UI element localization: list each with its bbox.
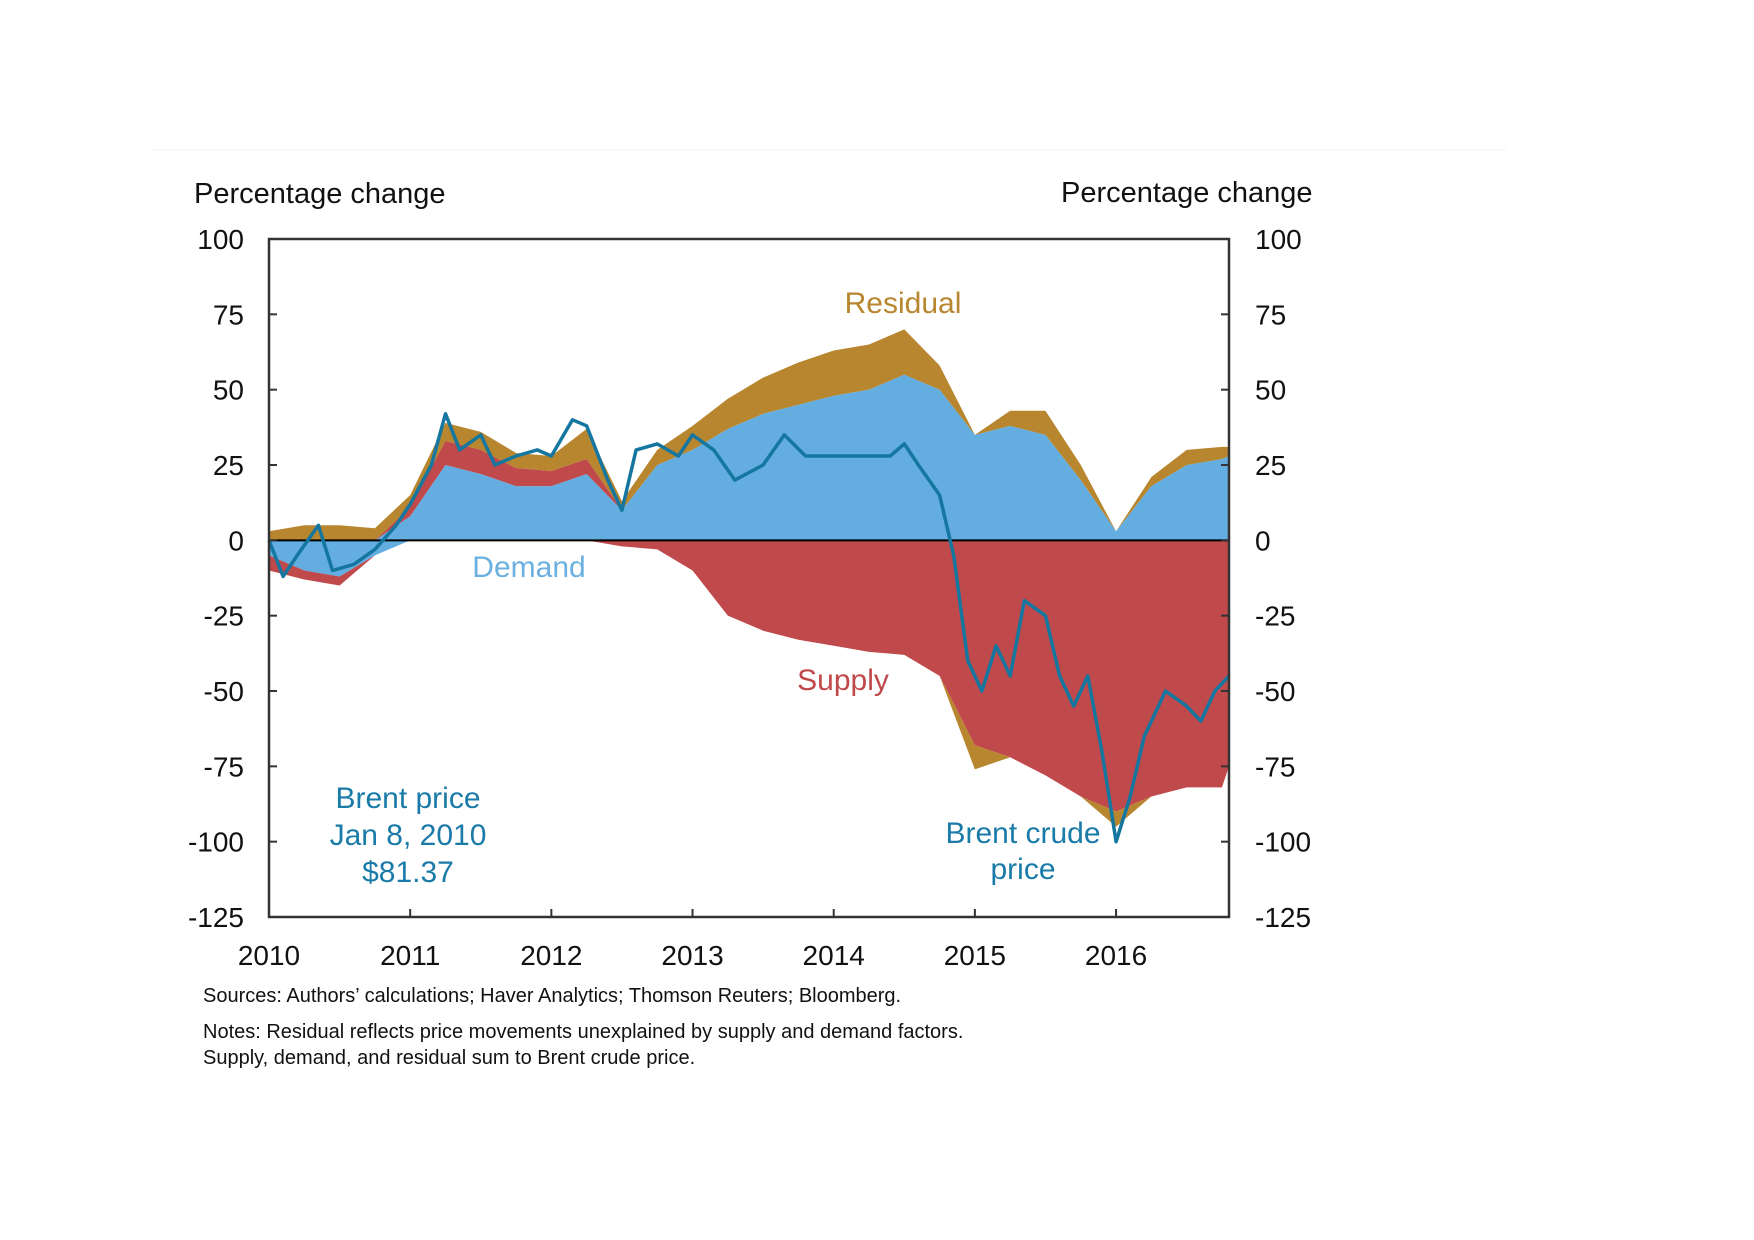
y-tick-label-left: 50 bbox=[213, 375, 244, 406]
sources-note: Sources: Authors’ calculations; Haver An… bbox=[203, 985, 901, 1007]
base-price-label-line1: Brent price bbox=[335, 782, 480, 815]
notes-line-2: Supply, demand, and residual sum to Bren… bbox=[203, 1047, 695, 1069]
y-tick-label-right: -75 bbox=[1255, 751, 1295, 782]
brent-price-line bbox=[267, 412, 1231, 844]
y-tick-label-right: -50 bbox=[1255, 676, 1295, 707]
demand-label: Demand bbox=[472, 551, 585, 584]
x-tick-label: 2014 bbox=[803, 940, 865, 971]
plot-frame bbox=[267, 237, 1231, 919]
brent-crude-label-line1: Brent crude bbox=[945, 817, 1100, 850]
x-tick-label: 2012 bbox=[520, 940, 582, 971]
demand-area-pos bbox=[269, 374, 1229, 541]
y-tick-label-left: 75 bbox=[213, 299, 244, 330]
x-tick-label: 2010 bbox=[238, 940, 300, 971]
y-tick-label-left: -25 bbox=[204, 601, 244, 632]
y-tick-label-right: -25 bbox=[1255, 601, 1295, 632]
y-tick-label-left: -100 bbox=[188, 827, 244, 858]
y-tick-label-right: 50 bbox=[1255, 375, 1286, 406]
y-tick-label-left: -50 bbox=[204, 676, 244, 707]
y-tick-label-right: 75 bbox=[1255, 299, 1286, 330]
residual-area-pos bbox=[269, 329, 1229, 541]
demand-area-neg bbox=[269, 540, 1229, 577]
y-tick-label-right: 0 bbox=[1255, 525, 1271, 556]
notes-line-1: Notes: Residual reflects price movements… bbox=[203, 1021, 963, 1043]
y-tick-label-left: 25 bbox=[213, 450, 244, 481]
residual-label: Residual bbox=[845, 287, 962, 320]
brent-crude-label-line2: price bbox=[990, 853, 1055, 886]
supply-area-pos bbox=[269, 374, 1229, 541]
x-tick-label: 2013 bbox=[661, 940, 723, 971]
y-tick-label-right: -100 bbox=[1255, 827, 1311, 858]
supply-area-neg bbox=[269, 540, 1229, 812]
base-price-label-line2: Jan 8, 2010 bbox=[330, 819, 487, 852]
x-tick-label: 2011 bbox=[380, 940, 440, 971]
axis-ticks: 100 100 75 75 50 50 25 25 0 0 -25 -25 -50 -50 -75 -75 -1… bbox=[188, 224, 1311, 971]
y-tick-label-right: -125 bbox=[1255, 902, 1311, 933]
supply-label: Supply bbox=[797, 664, 889, 697]
y-tick-label-right: 100 bbox=[1255, 224, 1302, 255]
y-tick-label-left: -75 bbox=[204, 751, 244, 782]
y-tick-label-left: 100 bbox=[197, 224, 244, 255]
x-tick-label: 2016 bbox=[1085, 940, 1147, 971]
base-price-label-line3: $81.37 bbox=[362, 856, 454, 889]
stacked-areas bbox=[269, 329, 1229, 827]
y-tick-label-right: 25 bbox=[1255, 450, 1286, 481]
y-tick-label-left: 0 bbox=[228, 525, 244, 556]
x-tick-label: 2015 bbox=[944, 940, 1006, 971]
residual-area-neg bbox=[269, 540, 1229, 827]
y-tick-label-left: -125 bbox=[188, 902, 244, 933]
left-axis-title: Percentage change bbox=[194, 178, 446, 210]
right-axis-title: Percentage change bbox=[1061, 177, 1313, 209]
